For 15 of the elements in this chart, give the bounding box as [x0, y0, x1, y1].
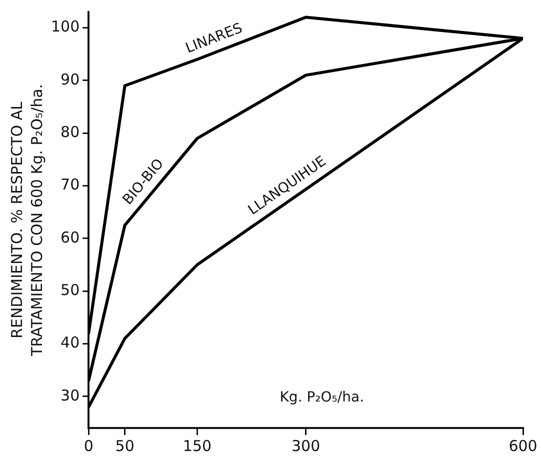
x-tick-label: 600	[508, 436, 538, 455]
y-tick-label: 100	[50, 18, 80, 36]
x-axis-title: Kg. P₂O₅/ha.	[280, 390, 364, 406]
y-tick-label: 80	[60, 123, 80, 142]
x-tick-label: 0	[84, 436, 94, 455]
y-tick-label: 40	[60, 334, 80, 352]
y-axis-title: RENDIMIENTO. % RESPECTO AL TRATAMIENTO CON 600 Kg. P₂O₅/ha.	[7, 82, 47, 358]
y-tick-label: 90	[60, 70, 80, 88]
x-tick-label: 50	[115, 436, 134, 455]
y-tick-label: 50	[60, 280, 80, 299]
y-tick-label: 30	[60, 386, 80, 404]
y-tick-label: 60	[60, 228, 80, 246]
x-tick-label: 150	[182, 436, 212, 455]
y-tick-label: 70	[60, 176, 80, 194]
x-tick-label: 300	[291, 436, 320, 455]
